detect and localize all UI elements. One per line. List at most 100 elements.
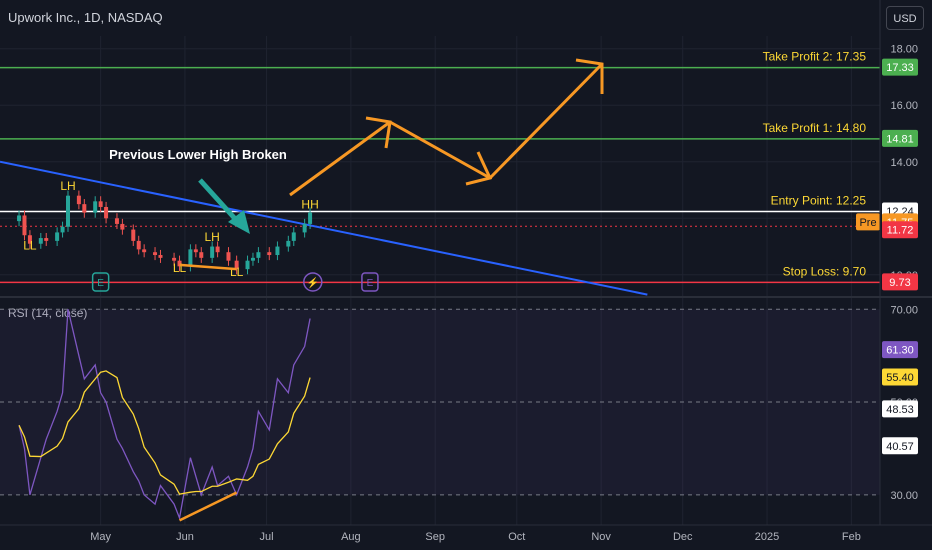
x-tick-label: Feb bbox=[842, 531, 861, 543]
candle-body bbox=[44, 238, 49, 241]
candle-body bbox=[193, 249, 198, 253]
level-label: Stop Loss: 9.70 bbox=[783, 264, 867, 278]
swing-label-lh: LH bbox=[60, 179, 75, 193]
rsi-value-badge bbox=[882, 400, 918, 418]
rsi-tick-label: 30.00 bbox=[890, 490, 918, 502]
price-tag-bg bbox=[856, 213, 880, 231]
y-tick-label: 18.00 bbox=[890, 44, 918, 56]
candle-body bbox=[226, 252, 231, 261]
descending-trendline bbox=[0, 160, 648, 296]
level-label: Take Profit 2: 17.35 bbox=[763, 50, 867, 64]
x-tick-label: Jul bbox=[260, 531, 274, 543]
candle-body bbox=[66, 195, 70, 227]
x-tick-label: Nov bbox=[591, 531, 611, 543]
candle-body bbox=[114, 218, 119, 224]
candle-body bbox=[98, 201, 103, 207]
candle-body bbox=[27, 235, 32, 244]
note-previous-lower-high: Previous Lower High Broken bbox=[109, 147, 287, 162]
candle-body bbox=[55, 232, 60, 241]
level-price-badge-text: 17.33 bbox=[886, 62, 914, 74]
level-price-badge-text: 14.81 bbox=[886, 133, 914, 145]
x-tick-label: Sep bbox=[425, 531, 445, 543]
swing-label-ll: LL bbox=[173, 261, 187, 275]
candle-body bbox=[158, 255, 163, 258]
candle-body bbox=[136, 240, 141, 250]
chart-title: Upwork Inc., 1D, NASDAQ bbox=[8, 10, 163, 25]
candle-body bbox=[302, 223, 307, 233]
candle-body bbox=[256, 252, 261, 258]
projection-arrowhead bbox=[575, 58, 604, 94]
event-marker-earnings bbox=[361, 272, 379, 292]
candle-body bbox=[215, 246, 220, 253]
rsi-value-badge-text: 48.53 bbox=[886, 404, 914, 416]
candle-body bbox=[308, 212, 313, 224]
swing-label-ll: LL bbox=[230, 265, 244, 279]
level-price-badge bbox=[882, 273, 918, 291]
candle-body bbox=[177, 260, 182, 267]
y-tick-label: 16.00 bbox=[890, 100, 918, 112]
event-marker-earnings bbox=[91, 272, 110, 292]
x-tick-label: May bbox=[90, 531, 111, 543]
rsi-value-badge-text: 61.30 bbox=[886, 345, 914, 357]
candle-body bbox=[234, 260, 239, 270]
candle-body bbox=[153, 252, 158, 256]
note-arrow-shaft bbox=[198, 178, 240, 224]
price-badge bbox=[882, 221, 918, 239]
candle-body bbox=[82, 204, 87, 213]
candle-body bbox=[199, 252, 204, 258]
rsi-ma-line bbox=[18, 370, 311, 495]
level-label: Take Profit 1: 14.80 bbox=[763, 121, 867, 135]
x-tick-label: 2025 bbox=[755, 531, 779, 543]
candle-body bbox=[188, 249, 193, 267]
candle-body bbox=[93, 201, 98, 213]
x-tick-label: Aug bbox=[341, 531, 361, 543]
candle-body bbox=[172, 257, 177, 261]
rsi-line bbox=[18, 309, 311, 521]
rsi-value-badge-text: 40.57 bbox=[886, 441, 914, 453]
rsi-value-badge-text: 55.40 bbox=[886, 372, 914, 384]
support-underline bbox=[179, 263, 237, 271]
event-marker-glyph: E bbox=[367, 278, 374, 289]
note-arrow-head bbox=[228, 210, 250, 234]
candle-body bbox=[250, 257, 255, 261]
event-marker-dividend bbox=[303, 272, 323, 292]
rsi-value-badge bbox=[882, 341, 918, 359]
y-tick-label: 14.00 bbox=[890, 157, 918, 169]
candle-body bbox=[142, 249, 147, 253]
candle-body bbox=[275, 246, 280, 256]
rsi-value-badge bbox=[882, 437, 918, 455]
candle-body bbox=[76, 195, 81, 205]
candle-body bbox=[60, 226, 65, 233]
price-tag: Pre bbox=[859, 217, 876, 229]
x-tick-label: Jun bbox=[176, 531, 194, 543]
candle-body bbox=[267, 252, 272, 256]
swing-label-ll: LL bbox=[23, 238, 37, 252]
level-label: Entry Point: 12.25 bbox=[771, 194, 867, 208]
candle-body bbox=[22, 215, 27, 236]
rsi-value-badge bbox=[882, 368, 918, 386]
event-marker-glyph: ⚡ bbox=[307, 276, 319, 289]
candle-body bbox=[291, 232, 296, 241]
candle-body bbox=[286, 240, 291, 247]
candle-body bbox=[210, 246, 215, 258]
projection-path bbox=[289, 62, 604, 197]
event-marker-glyph: E bbox=[97, 278, 104, 289]
candle-body bbox=[120, 223, 125, 230]
level-price-badge-text: 9.73 bbox=[889, 277, 910, 289]
currency-button[interactable]: USD bbox=[886, 6, 924, 30]
projection-arrowhead bbox=[465, 151, 493, 186]
level-price-badge bbox=[882, 129, 918, 147]
swing-label-lh: LH bbox=[204, 230, 219, 244]
x-tick-label: Oct bbox=[508, 531, 525, 543]
rsi-divergence-line bbox=[178, 491, 238, 522]
x-tick-label: Dec bbox=[673, 531, 693, 543]
projection-arrowhead bbox=[365, 116, 392, 149]
rsi-tick-label: 70.00 bbox=[890, 304, 918, 316]
candle-body bbox=[131, 229, 136, 241]
price-badge-text: 11.72 bbox=[887, 225, 914, 237]
candle-body bbox=[104, 206, 109, 219]
candle-body bbox=[17, 215, 22, 222]
candle-body bbox=[245, 260, 250, 270]
candle-body bbox=[38, 238, 43, 244]
